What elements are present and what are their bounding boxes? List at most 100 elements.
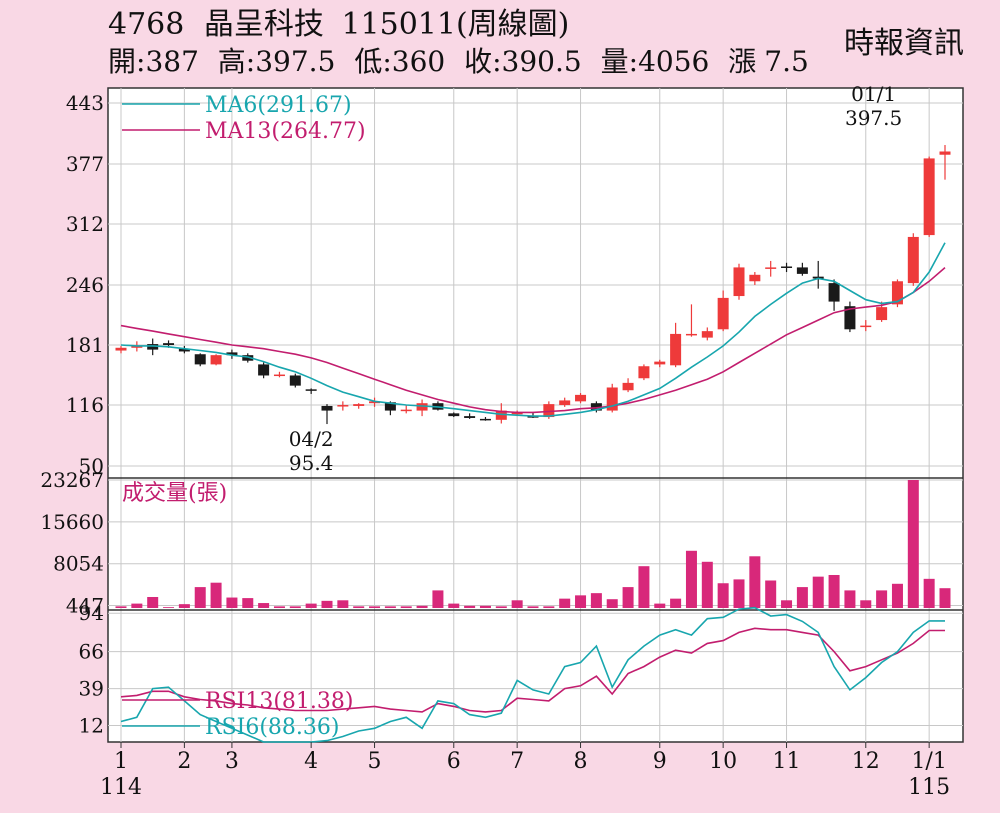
candle-body	[891, 281, 903, 305]
candle-body	[733, 267, 745, 297]
candle-body	[337, 405, 349, 407]
price-y-tick: 181	[66, 333, 104, 357]
price-y-tick: 246	[66, 273, 104, 297]
candle-body	[543, 404, 555, 418]
volume-bar	[654, 603, 666, 608]
ma6-legend: MA6(291.67)	[205, 93, 352, 118]
chart-period: 115011(周線圖)	[341, 7, 570, 42]
volume-bar	[178, 604, 190, 608]
high-stat: 高:397.5	[217, 45, 336, 78]
candle-body	[876, 307, 888, 321]
ohlc-summary: 開:387 高:397.5 低:360 收:390.5 量:4056 漲 7.5	[108, 46, 819, 78]
candle-body	[575, 394, 587, 402]
volume-bar	[781, 600, 793, 608]
candle-body	[749, 274, 761, 282]
volume-bar	[479, 605, 491, 608]
candle-body	[939, 151, 951, 155]
candle-body	[638, 366, 650, 379]
candle-body	[606, 387, 618, 411]
volume-bar	[923, 578, 935, 608]
candle-body	[590, 403, 602, 411]
volume-bar	[701, 561, 713, 608]
candle-body	[622, 382, 634, 391]
candle-body	[860, 325, 872, 328]
volume-bar	[321, 600, 333, 608]
candle-body	[289, 375, 301, 386]
volume-bar	[353, 606, 365, 608]
candle-body	[907, 236, 919, 284]
chart-title: 4768 晶呈科技 115011(周線圖)	[108, 8, 569, 42]
ma13-line	[120, 266, 946, 414]
volume-bar	[289, 606, 301, 608]
candle-body	[384, 402, 396, 411]
x-year-label: 115	[908, 775, 950, 800]
x-tick-label: 12	[852, 749, 880, 774]
volume-bar	[258, 603, 270, 608]
volume-bar	[749, 556, 761, 608]
volume-bar	[812, 576, 824, 608]
candle-body	[685, 333, 697, 336]
volume-bar	[273, 606, 285, 608]
rsi6-line	[120, 606, 945, 743]
volume-bar	[400, 606, 412, 608]
candle-body	[226, 352, 238, 356]
x-tick-label: 5	[368, 749, 382, 774]
rsi13-legend: RSI13(81.38)	[205, 689, 353, 714]
ma13-legend: MA13(264.77)	[205, 119, 366, 144]
x-tick-label: 8	[574, 749, 588, 774]
candle-body	[654, 361, 666, 365]
candle-body	[781, 266, 793, 268]
stock-code: 4768	[108, 7, 185, 42]
volume-y-tick: 8054	[53, 552, 104, 576]
candle-body	[923, 158, 935, 236]
candle-body	[353, 404, 365, 406]
data-source: 時報資訊	[844, 26, 964, 61]
candle-body	[369, 401, 381, 404]
candle-body	[701, 331, 713, 338]
candle-body	[163, 343, 175, 345]
rsi13-line	[120, 627, 945, 713]
price-y-tick: 377	[66, 152, 104, 176]
x-tick-label: 7	[510, 749, 524, 774]
volume-bar	[844, 590, 856, 608]
volume-bar	[511, 600, 523, 608]
volume-bar	[733, 579, 745, 608]
candle-body	[416, 403, 428, 411]
change-stat: 漲 7.5	[728, 45, 809, 78]
volume-panel-title: 成交量(張)	[122, 481, 227, 506]
x-tick-label: 1	[114, 749, 128, 774]
candle-body	[147, 344, 159, 350]
candle-body	[210, 355, 222, 365]
volume-bar	[305, 603, 317, 608]
annotation-value: 397.5	[845, 106, 902, 130]
volume-bar	[891, 583, 903, 608]
volume-bar	[559, 598, 571, 608]
ma6-line	[120, 242, 946, 417]
rsi-y-tick: 94	[79, 601, 104, 625]
volume-bar	[226, 597, 238, 608]
volume-bar	[464, 605, 476, 608]
volume-bar	[638, 566, 650, 608]
volume-y-tick: 23267	[40, 468, 104, 492]
volume-bar	[670, 598, 682, 608]
candle-body	[178, 348, 190, 352]
volume-bar	[448, 603, 460, 608]
volume-bar	[543, 606, 555, 608]
rsi-y-tick: 12	[79, 714, 104, 738]
volume-bar	[590, 593, 602, 608]
candle-body	[765, 267, 777, 269]
candle-body	[495, 410, 507, 420]
x-tick-label: 6	[447, 749, 461, 774]
x-tick-label: 4	[304, 749, 318, 774]
volume-bar	[432, 590, 444, 608]
x-tick-label: 1/1	[911, 749, 946, 774]
candle-body	[717, 297, 729, 330]
volume-bar	[369, 606, 381, 608]
volume-bar	[876, 590, 888, 608]
x-tick-label: 11	[773, 749, 801, 774]
x-tick-label: 10	[709, 749, 737, 774]
